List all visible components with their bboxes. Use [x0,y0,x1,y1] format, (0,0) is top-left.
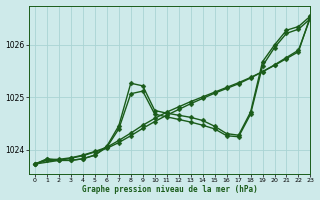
X-axis label: Graphe pression niveau de la mer (hPa): Graphe pression niveau de la mer (hPa) [82,185,258,194]
